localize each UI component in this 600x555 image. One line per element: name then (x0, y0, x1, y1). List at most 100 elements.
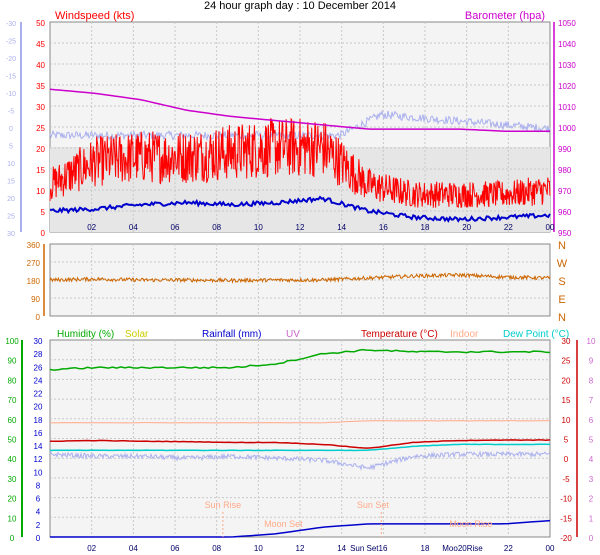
sun-set-axis-label: Sun Set16 (350, 544, 388, 553)
series-humidity-line (49, 348, 551, 371)
series-indoor-line (49, 420, 551, 424)
outer-left-tick-label: -5 (8, 109, 14, 116)
series-gust-line (49, 117, 551, 209)
top-x-tick-label: 20 (462, 223, 471, 232)
wind-tick-label: 25 (36, 124, 45, 133)
temp-tick-label: -10 (560, 495, 572, 504)
series-barometer-line (49, 88, 550, 132)
indoor-label: Indoor (450, 329, 479, 340)
temp-tick-label: 10 (562, 416, 571, 425)
series-temperature-line (50, 439, 551, 449)
humidity-tick-label: 10 (8, 514, 17, 523)
rain-tick-label: 16 (34, 429, 43, 438)
baro-tick-label: 990 (558, 145, 572, 154)
bottom-x-tick-label: 14 (337, 544, 346, 553)
rain-tick-label: 8 (36, 481, 41, 490)
temp-tick-label: -5 (562, 475, 570, 484)
uv-tick-label: 6 (589, 416, 594, 425)
chart-title: 24 hour graph day : 10 December 2014 (204, 0, 396, 12)
wind-tick-label: 40 (36, 61, 45, 70)
bottom-x-tick-label: 08 (212, 544, 221, 553)
uv-tick-label: 2 (589, 495, 594, 504)
bottom-x-tick-label: 18 (421, 544, 430, 553)
top-x-tick-label: 22 (504, 223, 513, 232)
baro-tick-label: 1050 (558, 19, 576, 28)
top-x-tick-label: 06 (171, 223, 180, 232)
humidity-tick-label: 0 (10, 534, 15, 543)
outer-left-tick-label: 30 (7, 231, 15, 238)
rain-tick-label: 28 (34, 350, 43, 359)
bottom-x-tick-label: 10 (254, 544, 263, 553)
outer-left-tick-label: 15 (7, 179, 15, 186)
uv-tick-label: 1 (589, 514, 594, 523)
baro-tick-label: 1000 (558, 124, 576, 133)
temp-tick-label: -20 (560, 534, 572, 543)
rain-tick-label: 14 (34, 442, 43, 451)
wind-tick-label: 15 (36, 166, 45, 175)
humidity-tick-label: 40 (8, 455, 17, 464)
uv-tick-label: 5 (589, 436, 594, 445)
series-dew-point-line (49, 443, 551, 452)
temp-tick-label: 25 (562, 357, 571, 366)
top-x-tick-label: 16 (379, 223, 388, 232)
temp-tick-label: 20 (562, 376, 571, 385)
baro-tick-label: 980 (558, 166, 572, 175)
top-x-tick-label: 10 (254, 223, 263, 232)
top-x-tick-label: 00 (546, 223, 555, 232)
top-x-tick-label: 02 (87, 223, 96, 232)
bottom-x-tick-label: 00 (546, 544, 555, 553)
compass-label: N (558, 240, 566, 252)
rain-tick-label: 2 (36, 521, 41, 530)
solar-label: Solar (125, 329, 149, 340)
dir-tick-label: 270 (27, 259, 41, 268)
bottom-x-tick-label: 06 (171, 544, 180, 553)
baro-axis-label: Barometer (hpa) (465, 10, 545, 22)
outer-left-tick-label: -30 (6, 21, 16, 28)
sun-set-annotation: Sun Set (357, 500, 390, 510)
outer-left-tick-label: 0 (9, 126, 13, 133)
temp-tick-label: -15 (560, 514, 572, 523)
temp-tick-label: 5 (564, 436, 569, 445)
outer-left-tick-label: 20 (7, 196, 15, 203)
wind-tick-label: 20 (36, 145, 45, 154)
temp-tick-label: 30 (562, 337, 571, 346)
dir-tick-label: 180 (27, 277, 41, 286)
rain-tick-label: 4 (36, 508, 41, 517)
rain-tick-label: 10 (34, 468, 43, 477)
humidity-tick-label: 70 (8, 396, 17, 405)
humidity-label: Humidity (%) (57, 329, 114, 340)
rain-tick-label: 18 (34, 416, 43, 425)
rain-tick-label: 0 (36, 534, 41, 543)
outer-left-tick-label: 5 (9, 144, 13, 151)
top-x-tick-label: 04 (129, 223, 138, 232)
rain-tick-label: 30 (34, 337, 43, 346)
dir-tick-label: 90 (31, 295, 40, 304)
outer-left-tick-label: -20 (6, 56, 16, 63)
top-x-tick-label: 14 (337, 223, 346, 232)
series-wind-direction-line (49, 272, 551, 284)
outer-left-tick-label: -25 (6, 39, 16, 46)
dew-point-label: Dew Point (°C) (503, 329, 569, 340)
humidity-tick-label: 60 (8, 416, 17, 425)
moon-set-annotation: Moon Set (264, 519, 303, 529)
baro-tick-label: 1040 (558, 40, 576, 49)
uv-tick-label: 7 (589, 396, 594, 405)
top-x-tick-label: 08 (212, 223, 221, 232)
top-x-tick-label: 12 (296, 223, 305, 232)
temp-tick-label: 0 (564, 455, 569, 464)
temp-tick-label: 15 (562, 396, 571, 405)
temperature-label: Temperature (°C) (361, 329, 438, 340)
wind-tick-label: 10 (36, 187, 45, 196)
sun-rise-annotation: Sun Rise (205, 500, 242, 510)
outer-left-tick-label: -15 (6, 74, 16, 81)
uv-tick-label: 9 (589, 357, 594, 366)
bottom-x-tick-label: 02 (87, 544, 96, 553)
wind-tick-label: 5 (41, 208, 46, 217)
baro-tick-label: 1020 (558, 82, 576, 91)
series-windspeed-line (49, 195, 551, 223)
uv-tick-label: 3 (589, 475, 594, 484)
wind-tick-label: 50 (36, 19, 45, 28)
bottom-x-tick-label: 04 (129, 544, 138, 553)
wind-tick-label: 0 (41, 229, 46, 238)
compass-label: N (558, 312, 566, 324)
